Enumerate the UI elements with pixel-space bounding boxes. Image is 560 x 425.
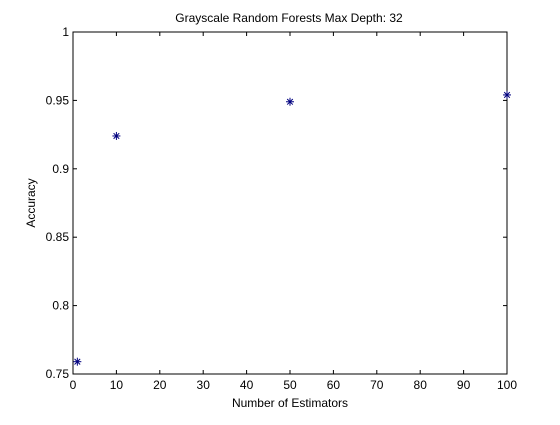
x-tick-label: 70	[370, 378, 384, 392]
y-tick-label: 0.95	[46, 93, 70, 107]
x-tick-label: 90	[457, 378, 471, 392]
x-axis-label: Number of Estimators	[232, 396, 348, 410]
x-tick-label: 80	[414, 378, 428, 392]
x-tick-label: 0	[70, 378, 77, 392]
x-tick-label: 10	[110, 378, 124, 392]
chart-title: Grayscale Random Forests Max Depth: 32	[175, 11, 403, 25]
x-tick-label: 100	[497, 378, 517, 392]
y-tick-label: 0.9	[52, 162, 69, 176]
y-axis-label: Accuracy	[24, 178, 38, 227]
y-tick-label: 0.75	[46, 367, 70, 381]
x-tick-label: 50	[283, 378, 297, 392]
x-tick-label: 20	[153, 378, 167, 392]
x-tick-label: 40	[240, 378, 254, 392]
x-tick-label: 60	[327, 378, 341, 392]
y-tick-label: 0.85	[46, 230, 70, 244]
plot-area	[73, 32, 507, 374]
x-tick-label: 30	[197, 378, 211, 392]
y-tick-label: 1	[62, 25, 69, 39]
y-tick-label: 0.8	[52, 299, 69, 313]
